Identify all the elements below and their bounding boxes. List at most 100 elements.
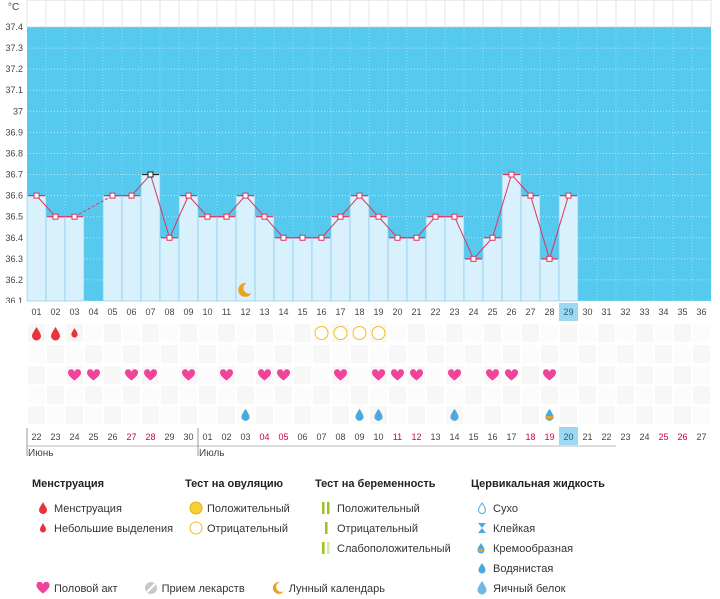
menstruation-row-cell — [655, 324, 672, 342]
test-row-cell — [541, 386, 558, 404]
fluid-row-cell — [465, 406, 482, 424]
legend-ovulation: Тест на овуляцию Положительный Отрицател… — [185, 478, 290, 539]
y-tick-label: 36.1 — [5, 296, 23, 306]
legend-title: Цервикальная жидкость — [471, 478, 605, 490]
heart-row-cell — [465, 366, 482, 384]
single-bar-icon — [315, 521, 337, 537]
heart-row-cell — [560, 366, 577, 384]
menstruation-row-cell — [636, 324, 653, 342]
menstruation-row-cell — [617, 324, 634, 342]
temperature-line — [530, 195, 550, 259]
calendar-date-label: 19 — [544, 432, 554, 442]
menstruation-row-cell — [256, 324, 273, 342]
heart-row-cell — [636, 366, 653, 384]
heart-icon — [371, 369, 386, 381]
temperature-bar — [64, 216, 85, 302]
menstruation-row-cell — [199, 324, 216, 342]
temperature-bar — [254, 216, 275, 302]
fluid-row-cell — [142, 406, 159, 424]
calendar-date-label: 26 — [107, 432, 117, 442]
menstruation-drop — [51, 327, 60, 341]
legend-item: Кремообразная — [471, 539, 605, 559]
menstruation-row-cell — [218, 324, 235, 342]
heart-icon — [67, 369, 82, 381]
heart-row-cell — [237, 366, 254, 384]
calendar-date-label: 30 — [183, 432, 193, 442]
temperature-bar — [368, 216, 389, 302]
fluid-row-cell — [123, 406, 140, 424]
ovulation-row-cell — [85, 345, 102, 363]
temperature-line — [245, 195, 265, 218]
heart-row-cell — [522, 366, 539, 384]
menstruation-row-cell — [237, 324, 254, 342]
legend-item: Яичный белок — [471, 579, 605, 599]
calendar-date-label: 04 — [259, 432, 269, 442]
temperature-point — [147, 171, 154, 178]
menstruation-row-cell — [674, 324, 691, 342]
cycle-day-label: 22 — [430, 307, 440, 317]
cycle-day-label: 30 — [582, 307, 592, 317]
calendar-date-label: 27 — [696, 432, 706, 442]
calendar-date-label: 12 — [411, 432, 421, 442]
heart-row-cell — [351, 366, 368, 384]
ovulation-row-cell — [465, 345, 482, 363]
ovulation-row-cell — [693, 345, 710, 363]
fluid-row-cell — [294, 406, 311, 424]
faint-bar-icon — [315, 541, 337, 557]
heart-row-cell — [47, 366, 64, 384]
test-row-cell — [47, 386, 64, 404]
temperature-line — [359, 195, 379, 218]
heart-row-cell — [294, 366, 311, 384]
heart-row-cell — [693, 366, 710, 384]
fluid-row-cell — [389, 406, 406, 424]
cycle-day-label: 23 — [449, 307, 459, 317]
menstruation-row-cell — [503, 324, 520, 342]
temperature-bar — [444, 216, 465, 302]
temperature-bar — [520, 195, 541, 302]
ovulation-negative-circle — [352, 326, 367, 340]
cycle-day-label: 32 — [620, 307, 630, 317]
heart-icon — [257, 369, 272, 381]
menstruation-row-cell — [598, 324, 615, 342]
calendar-date-label: 10 — [373, 432, 383, 442]
sticky-icon — [471, 522, 493, 537]
ovulation-row-cell — [351, 345, 368, 363]
menstruation-row-cell — [408, 324, 425, 342]
legend-title: Менструация — [32, 478, 105, 490]
test-row-cell — [66, 386, 83, 404]
ovulation-negative-circle — [333, 326, 348, 340]
test-row-cell — [636, 386, 653, 404]
temperature-bar — [501, 174, 522, 302]
temperature-line — [226, 195, 246, 218]
temperature-bar — [425, 216, 446, 302]
month-label: Июль — [199, 448, 225, 459]
cycle-day-label: 28 — [544, 307, 554, 317]
ovulation-row-cell — [617, 345, 634, 363]
test-row-cell — [85, 386, 102, 404]
heart-icon — [143, 369, 158, 381]
ovulation-row-cell — [541, 345, 558, 363]
test-row-cell — [351, 386, 368, 404]
legend-menstruation: Менструация Менструация Небольшие выделе… — [32, 478, 173, 539]
test-row-cell — [560, 386, 577, 404]
fluid-row-cell — [332, 406, 349, 424]
y-tick-label: 36.4 — [5, 233, 23, 243]
ovulation-row-cell — [560, 345, 577, 363]
fluid-row-cell — [598, 406, 615, 424]
temperature-point — [356, 192, 363, 199]
fluid-row-cell — [503, 406, 520, 424]
temperature-point — [128, 192, 135, 199]
legend-item: Менструация — [32, 499, 173, 519]
fluid-row-cell — [313, 406, 330, 424]
ovulation-negative-circle — [371, 326, 386, 340]
temperature-bar — [159, 237, 180, 302]
temperature-line-gap — [74, 195, 113, 218]
temperature-line — [511, 174, 531, 196]
cycle-day-label: 27 — [525, 307, 535, 317]
temperature-point — [299, 234, 306, 241]
temperature-bar — [216, 216, 237, 302]
cycle-day-label: 33 — [639, 307, 649, 317]
red-drop-icon — [32, 501, 54, 517]
y-tick-label: 36.7 — [5, 170, 23, 180]
cycle-day-label: 11 — [222, 307, 231, 317]
